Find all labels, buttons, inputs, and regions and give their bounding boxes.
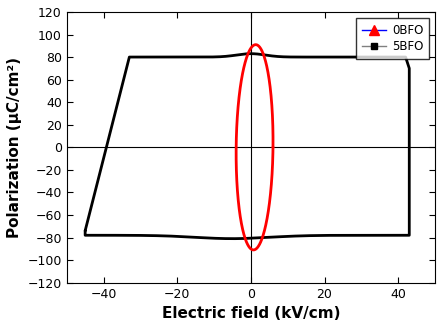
- X-axis label: Electric field (kV/cm): Electric field (kV/cm): [162, 306, 340, 321]
- Y-axis label: Polarization (μC/cm²): Polarization (μC/cm²): [7, 57, 22, 238]
- Legend: 0BFO, 5BFO: 0BFO, 5BFO: [356, 18, 429, 59]
